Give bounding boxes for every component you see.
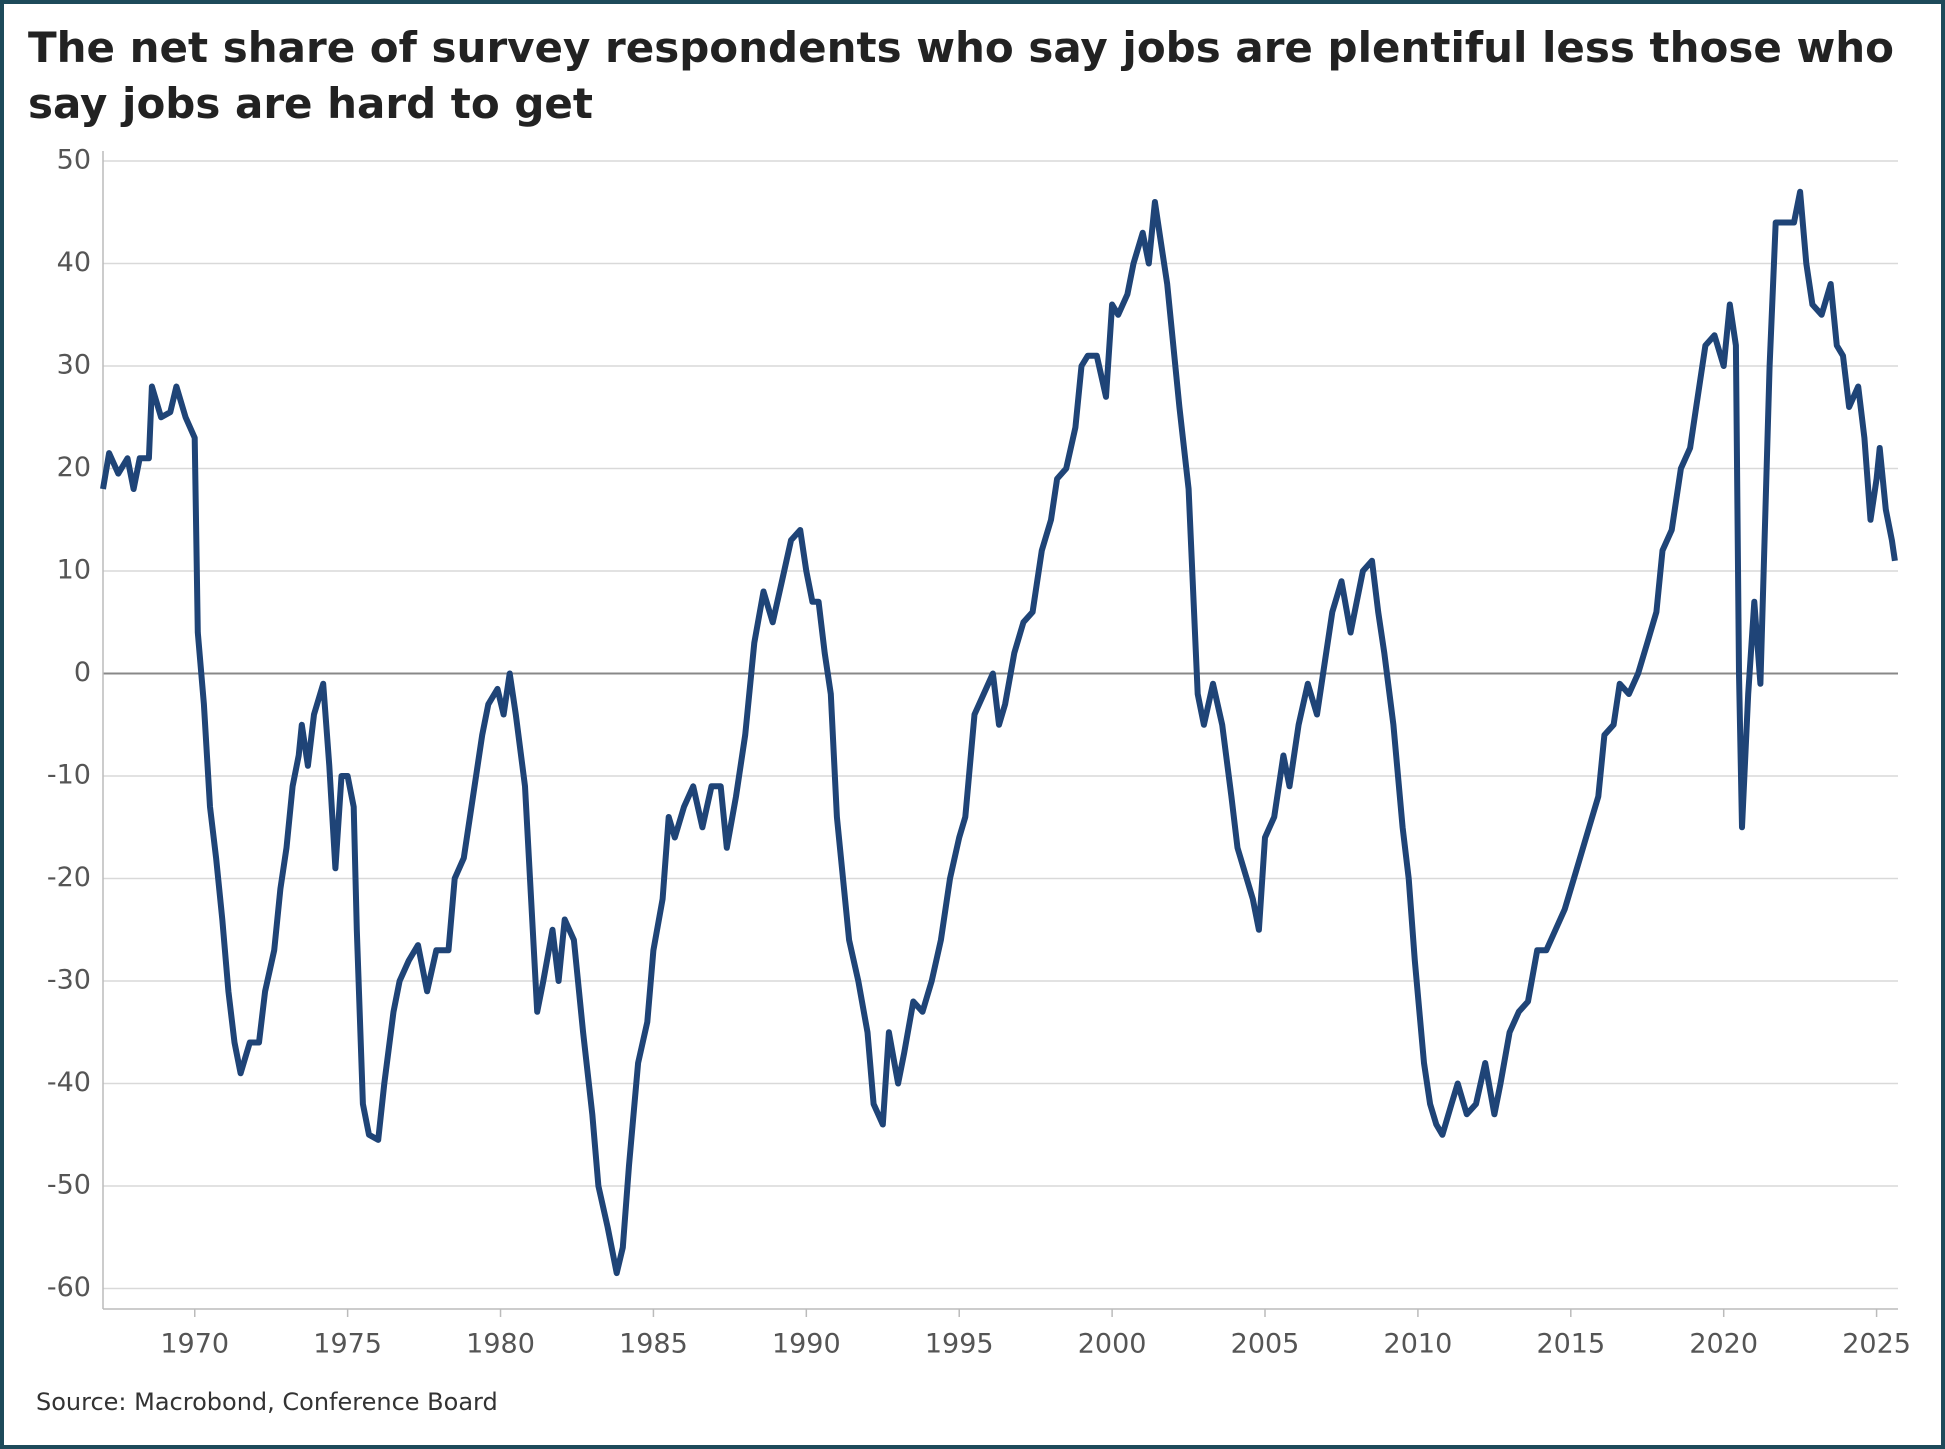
y-tick-label: -60	[47, 1272, 91, 1303]
y-tick-label: -40	[47, 1067, 91, 1098]
y-tick-label: -20	[47, 862, 91, 893]
x-tick-label: 2025	[1842, 1329, 1911, 1360]
x-tick-label: 1990	[772, 1329, 841, 1360]
y-tick-label: 0	[74, 657, 91, 688]
x-tick-label: 1975	[313, 1329, 382, 1360]
y-tick-label: -50	[47, 1170, 91, 1201]
x-tick-label: 2015	[1536, 1329, 1605, 1360]
y-tick-label: -30	[47, 965, 91, 996]
x-tick-label: 1970	[160, 1329, 229, 1360]
x-tick-label: 1980	[466, 1329, 535, 1360]
x-tick-label: 1985	[619, 1329, 688, 1360]
y-tick-label: 10	[57, 555, 91, 586]
y-tick-label: 40	[57, 247, 91, 278]
chart-title: The net share of survey respondents who …	[28, 23, 1895, 128]
y-tick-label: 20	[57, 452, 91, 483]
x-tick-label: 1995	[925, 1329, 994, 1360]
x-tick-label: 2020	[1689, 1329, 1758, 1360]
y-tick-label: -10	[47, 760, 91, 791]
source: Source: Macrobond, Conference Board	[36, 1388, 498, 1416]
data-line	[100, 188, 1898, 1277]
title-box: The net share of survey respondents who …	[28, 23, 1895, 128]
y-tick-label: 50	[57, 145, 91, 176]
x-tick-label: 2005	[1231, 1329, 1300, 1360]
x-tick-label: 2000	[1078, 1329, 1147, 1360]
y-tick-label: 30	[57, 350, 91, 381]
x-tick-label: 2010	[1384, 1329, 1453, 1360]
